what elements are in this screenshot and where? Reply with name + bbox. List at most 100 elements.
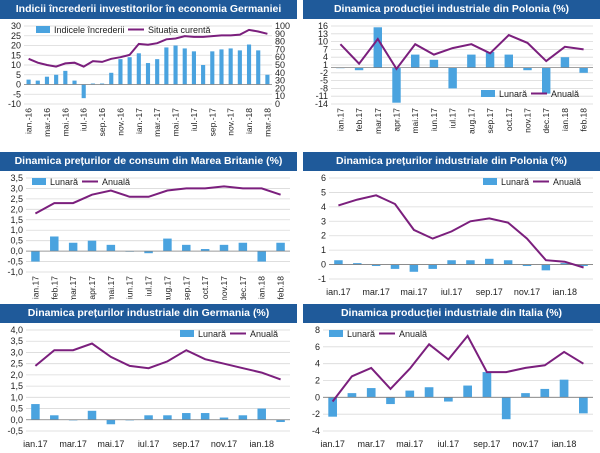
legend-bar-swatch (483, 178, 497, 185)
bar (201, 65, 206, 85)
x-tick-label: nov.17 (514, 287, 540, 297)
bar (237, 50, 242, 85)
y-tick-label: 1,0 (10, 225, 23, 235)
bar (191, 51, 196, 85)
bar (106, 419, 116, 425)
y-tick-label: 13 (318, 29, 328, 39)
bar (163, 415, 172, 420)
bar (81, 84, 86, 99)
bar (579, 397, 588, 414)
bar (353, 263, 362, 265)
bar (373, 27, 382, 68)
y2-tick-label: 20 (275, 83, 285, 93)
y-tick-label: 3,0 (10, 183, 23, 193)
bar (485, 52, 495, 68)
y-tick-label: 3,5 (10, 336, 23, 346)
y-tick-label: -5 (320, 76, 328, 86)
bar (164, 47, 169, 85)
legend-bar-label: Lunară (501, 177, 529, 187)
x-tick-label: iun.17 (125, 276, 135, 299)
bar (26, 79, 31, 85)
bar (54, 74, 59, 85)
bar (210, 51, 215, 85)
legend-bar-swatch (481, 90, 495, 97)
x-tick-label: ian.17 (335, 108, 345, 131)
x-tick-label: sep.17 (173, 439, 200, 449)
bar (50, 415, 59, 420)
x-tick-label: mai.-17 (171, 108, 181, 137)
y-tick-label: 2,0 (10, 204, 23, 214)
bar (579, 67, 588, 73)
y-tick-label: 0 (16, 80, 21, 90)
y-tick-label: 30 (11, 21, 21, 31)
y-tick-label: -8 (320, 83, 328, 93)
x-tick-label: nov.-17 (226, 108, 236, 136)
y2-tick-label: 70 (275, 44, 285, 54)
bar (144, 415, 153, 420)
bar (485, 258, 494, 265)
y-tick-label: 1,5 (10, 215, 23, 225)
chart-italy-production: -4 -2 0 2 4 6 8 ian.17 mar.17 mai.17 iul.17 sep.17 n… (312, 325, 593, 449)
y-tick-label: 1 (321, 245, 326, 255)
series-line (338, 194, 584, 269)
y-tick-label: -1,0 (7, 267, 23, 277)
y2-tick-label: 0 (275, 99, 280, 109)
y-tick-label: -10 (8, 99, 21, 109)
x-tick-label: mar.17 (59, 439, 87, 449)
series-line (331, 334, 584, 403)
bar (411, 54, 420, 68)
y-tick-label: -14 (315, 99, 328, 109)
panel-germany-ppi: Dinamica prețurilor industriale din Germ… (0, 304, 297, 453)
y-tick-label: -5 (13, 89, 21, 99)
chart-poland-ppi: -1 0 1 2 3 4 5 6 ian.17 mar.17 mai.17 iul.17 sep.17 n… (318, 173, 593, 297)
x-tick-label: dec.17 (541, 108, 551, 134)
x-tick-label: feb.17 (354, 108, 364, 132)
x-tick-label: mai.17 (97, 439, 124, 449)
x-tick-label: ian.18 (560, 108, 570, 131)
y-tick-label: 2,5 (10, 194, 23, 204)
x-tick-label: ian.18 (552, 439, 577, 449)
bar (504, 54, 513, 68)
x-tick-label: aug.17 (466, 108, 476, 134)
panel-poland-production: Dinamica producției industriale din Polo… (303, 0, 600, 149)
x-tick-label: mar.17 (357, 439, 385, 449)
bar (68, 242, 78, 252)
bar (392, 67, 401, 103)
bar (560, 263, 569, 265)
bar (541, 264, 551, 271)
bar (371, 264, 381, 267)
bar (72, 80, 77, 85)
bar (182, 244, 191, 252)
y-tick-label: 7 (323, 44, 328, 54)
x-tick-label: apr.17 (87, 276, 97, 300)
x-tick-label: sep.-17 (207, 108, 217, 137)
y-tick-label: 0 (315, 392, 320, 402)
x-tick-label: mar.-17 (152, 108, 162, 137)
bar (63, 70, 68, 85)
legend-bar-swatch (180, 330, 194, 337)
bar (257, 408, 266, 420)
bar (87, 240, 97, 252)
bar (386, 397, 395, 405)
panel-uk-cpi: Dinamica prețurilor de consum din Marea … (0, 152, 297, 301)
bar (334, 260, 343, 265)
bar (579, 264, 588, 267)
x-tick-label: mai.-16 (60, 108, 70, 137)
y-tick-label: 0,0 (10, 415, 23, 425)
bar (246, 44, 252, 85)
x-tick-label: dec.17 (238, 276, 248, 300)
y-tick-label: 8 (315, 325, 320, 335)
legend-bar-label: Lunară (198, 329, 226, 339)
y-tick-label: 3,0 (10, 347, 23, 357)
bar (429, 59, 439, 68)
bar (127, 57, 132, 85)
chart-title: Dinamica prețurilor de consum din Marea … (0, 152, 297, 171)
x-tick-label: mai.17 (400, 287, 427, 297)
y2-tick-label: 40 (275, 68, 285, 78)
x-tick-label: feb.17 (49, 276, 59, 300)
y-tick-label: -2 (320, 68, 328, 78)
y-tick-label: 4 (321, 202, 326, 212)
y-tick-label: 20 (11, 41, 21, 51)
x-tick-label: sep.-16 (97, 108, 107, 137)
